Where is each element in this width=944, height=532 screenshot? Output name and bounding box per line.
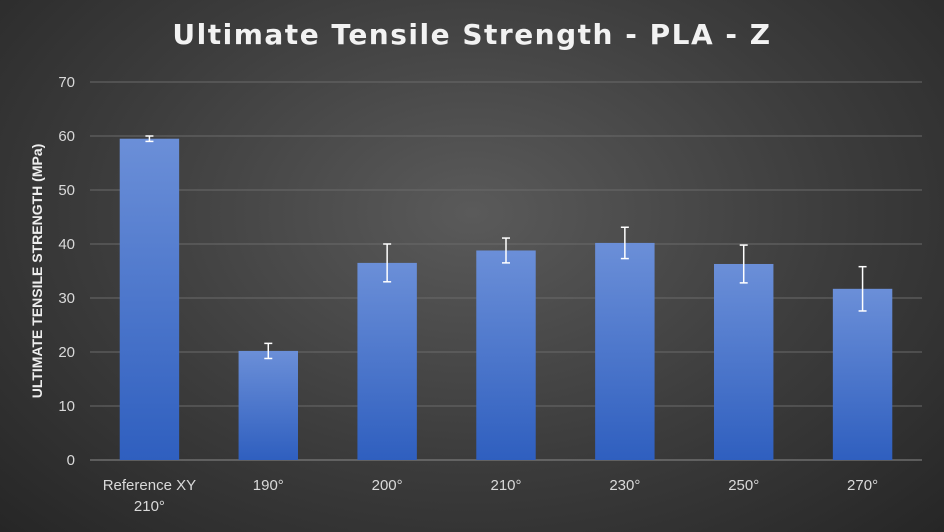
y-tick-label: 20: [58, 344, 75, 361]
x-tick-label: Reference XY 210°: [103, 477, 196, 515]
x-tick-label: 190°: [253, 477, 284, 494]
y-tick-label: 30: [58, 290, 75, 307]
y-tick-label: 10: [58, 398, 75, 415]
x-tick-label: 250°: [728, 477, 759, 494]
bar: [476, 250, 536, 460]
x-tick-label: 270°: [847, 477, 878, 494]
bar: [595, 242, 655, 460]
x-tick-label: 230°: [609, 477, 640, 494]
y-tick-label: 0: [67, 452, 75, 469]
y-tick-label: 70: [58, 74, 75, 91]
bar: [119, 138, 180, 460]
y-tick-label: 50: [58, 182, 75, 199]
x-tick-label: 210°: [490, 477, 521, 494]
y-axis-title: ULTIMATE TENSILE STRENGTH (MPa): [29, 144, 45, 399]
x-tick-label: 200°: [372, 477, 403, 494]
bar: [714, 263, 774, 460]
bar: [357, 262, 417, 460]
chart-title: Ultimate Tensile Strength - PLA - Z: [172, 18, 772, 51]
bar: [832, 288, 893, 460]
y-tick-label: 60: [58, 128, 75, 145]
y-tick-label: 40: [58, 236, 75, 253]
bar: [238, 350, 298, 460]
